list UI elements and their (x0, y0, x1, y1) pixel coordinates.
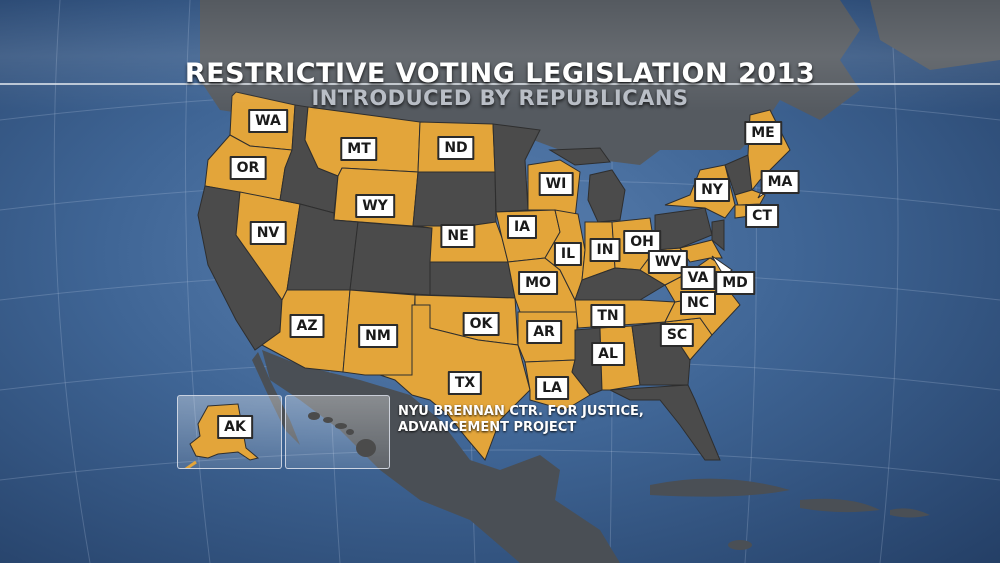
title-divider (0, 83, 1000, 85)
state-label-ct: CT (745, 204, 779, 228)
source-credit: NYU BRENNAN CTR. FOR JUSTICE, ADVANCEMEN… (398, 404, 644, 436)
state-fl (608, 384, 721, 461)
state-label-nm: NM (358, 324, 398, 348)
hawaii-inset (285, 395, 390, 469)
state-label-va: VA (680, 266, 716, 290)
map-subtitle: INTRODUCED BY REPUBLICANS (311, 86, 689, 110)
state-label-nd: ND (437, 136, 475, 160)
baja-landmass (252, 352, 300, 445)
state-label-md: MD (715, 271, 755, 295)
state-sd (412, 171, 497, 227)
state-label-ok: OK (462, 312, 500, 336)
state-co (349, 221, 433, 296)
title-band (0, 0, 1000, 112)
state-label-nv: NV (249, 221, 287, 245)
state-md (679, 239, 723, 263)
state-mi (587, 169, 626, 223)
source-line-1: NYU BRENNAN CTR. FOR JUSTICE, (398, 404, 644, 419)
hawaii-shape (308, 412, 376, 457)
state-label-nc: NC (680, 291, 716, 315)
state-label-wy: WY (355, 194, 395, 218)
state-label-tx: TX (447, 371, 483, 395)
state-label-az: AZ (289, 314, 325, 338)
state-label-al: AL (591, 342, 625, 366)
state-ma (734, 189, 766, 206)
state-label-sc: SC (659, 323, 695, 347)
state-ga (631, 321, 691, 386)
state-label-oh: OH (623, 230, 661, 254)
state-label-mt: MT (340, 137, 378, 161)
state-nj (711, 219, 725, 252)
state-label-ak: AK (217, 415, 253, 439)
state-label-tn: TN (590, 304, 626, 328)
state-ks (429, 261, 516, 299)
state-mi-up (548, 147, 611, 166)
state-label-me: ME (744, 121, 782, 145)
state-label-ny: NY (694, 178, 730, 202)
state-label-mo: MO (518, 271, 558, 295)
state-label-or: OR (229, 156, 267, 180)
state-label-wa: WA (248, 109, 288, 133)
state-label-la: LA (535, 376, 569, 400)
state-label-in: IN (589, 238, 621, 262)
state-label-wi: WI (538, 172, 574, 196)
source-line-2: ADVANCEMENT PROJECT (398, 420, 577, 435)
state-label-ar: AR (526, 320, 562, 344)
map-title: RESTRICTIVE VOTING LEGISLATION 2013 (184, 58, 816, 89)
mexico-landmass (262, 350, 620, 563)
state-label-il: IL (553, 242, 583, 266)
state-label-ma: MA (760, 170, 800, 194)
state-label-ne: NE (440, 224, 476, 248)
state-label-ia: IA (506, 215, 538, 239)
state-label-wv: WV (647, 250, 689, 274)
greenland-landmass (870, 0, 1000, 70)
caribbean-islands (650, 478, 930, 550)
